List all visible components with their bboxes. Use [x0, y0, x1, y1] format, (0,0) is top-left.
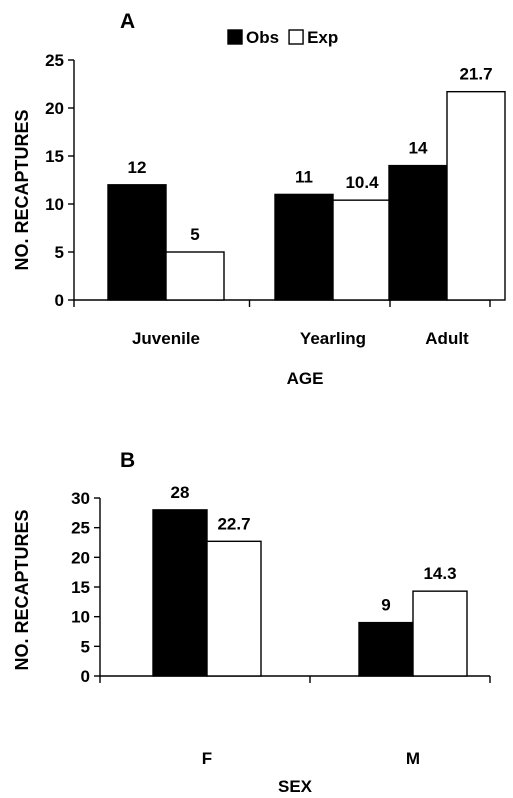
category-label: Adult [425, 329, 469, 348]
value-label: 11 [295, 167, 313, 186]
bar-obs-f [152, 509, 208, 677]
value-label: 14.3 [423, 564, 456, 583]
category-label: Juvenile [132, 329, 200, 348]
y-axis-title: NO. RECAPTURES [12, 109, 32, 270]
value-label: 22.7 [217, 514, 250, 533]
panel-letter: B [120, 449, 135, 472]
y-tick-label: 0 [81, 667, 90, 686]
y-tick-label: 5 [81, 637, 90, 656]
legend: Obs Exp [227, 28, 338, 47]
panel-letter: A [120, 10, 135, 33]
value-label: 12 [128, 158, 147, 177]
bar-exp-f [206, 540, 262, 677]
panel-a: A NO. RECAPTURES 0 5 10 15 20 25 12 5 Juvenile 11 10… [12, 10, 506, 388]
y-tick-label: 15 [71, 578, 90, 597]
panel-b: B NO. RECAPTURES 0 5 10 15 20 25 30 28 22.7 F 9 14.3 M… [12, 449, 491, 796]
value-label: 21.7 [459, 65, 492, 84]
legend-label-obs: Obs [246, 28, 279, 47]
category-label: M [406, 749, 420, 768]
x-axis-title: AGE [287, 369, 324, 388]
y-tick-label: 10 [45, 195, 64, 214]
category-label: Yearling [300, 329, 366, 348]
bar-obs-juvenile [107, 184, 167, 301]
bar-exp-m [412, 590, 468, 677]
y-tick-label: 15 [45, 147, 64, 166]
y-tick-label: 5 [55, 243, 64, 262]
category-label: F [202, 749, 212, 768]
y-tick-label: 25 [71, 519, 90, 538]
y-tick-label: 10 [71, 608, 90, 627]
legend-label-exp: Exp [307, 28, 338, 47]
bar-obs-m [358, 621, 414, 677]
value-label: 9 [381, 596, 390, 615]
y-tick-label: 20 [71, 548, 90, 567]
legend-swatch-obs [227, 29, 243, 45]
y-tick-label: 20 [45, 99, 64, 118]
value-label: 10.4 [345, 173, 379, 192]
legend-swatch-exp [288, 29, 304, 45]
y-axis-title: NO. RECAPTURES [12, 509, 32, 670]
value-label: 28 [171, 483, 190, 502]
value-label: 5 [190, 225, 199, 244]
bar-exp-yearling [332, 199, 392, 301]
bar-exp-juvenile [165, 251, 225, 301]
x-axis-title: SEX [278, 777, 313, 796]
bar-obs-yearling [274, 193, 334, 301]
value-label: 14 [409, 139, 428, 158]
y-tick-label: 30 [71, 489, 90, 508]
y-tick-label: 0 [55, 291, 64, 310]
y-tick-label: 25 [45, 51, 64, 70]
bar-obs-adult [388, 164, 448, 301]
bar-exp-adult [446, 90, 506, 301]
